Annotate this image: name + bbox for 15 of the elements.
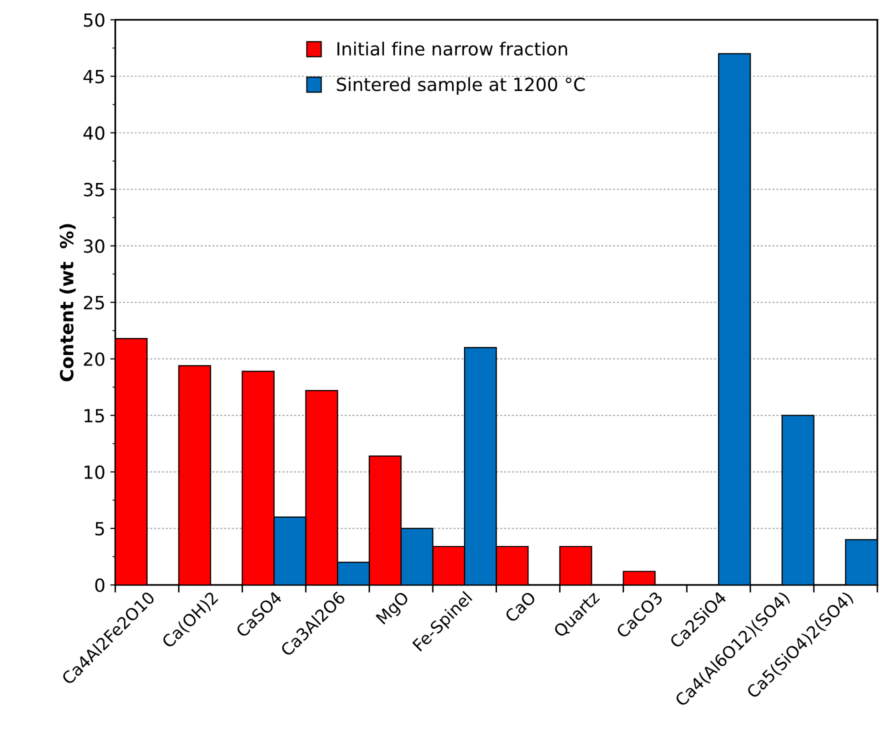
y-tick-label: 20 <box>84 352 104 366</box>
y-tick-label: 40 <box>83 126 104 140</box>
y-tick-label: 35 <box>84 182 104 196</box>
y-tick-label: 5 <box>95 522 104 536</box>
y-tick-label: 25 <box>84 296 104 310</box>
x-tick-label: CaO <box>504 590 537 623</box>
legend-label: Sintered sample at 1200 °C <box>336 77 585 95</box>
legend-label: Initial fine narrow fraction <box>337 42 568 56</box>
y-tick-label: 45 <box>83 70 104 84</box>
y-tick-label: 10 <box>84 465 104 480</box>
y-axis-title: Content (wt %) <box>60 224 76 382</box>
y-tick-label: 15 <box>84 409 104 423</box>
y-tick-label: 50 <box>84 13 104 27</box>
y-tick-label: 30 <box>84 239 104 253</box>
y-tick-label: 0 <box>95 578 104 592</box>
